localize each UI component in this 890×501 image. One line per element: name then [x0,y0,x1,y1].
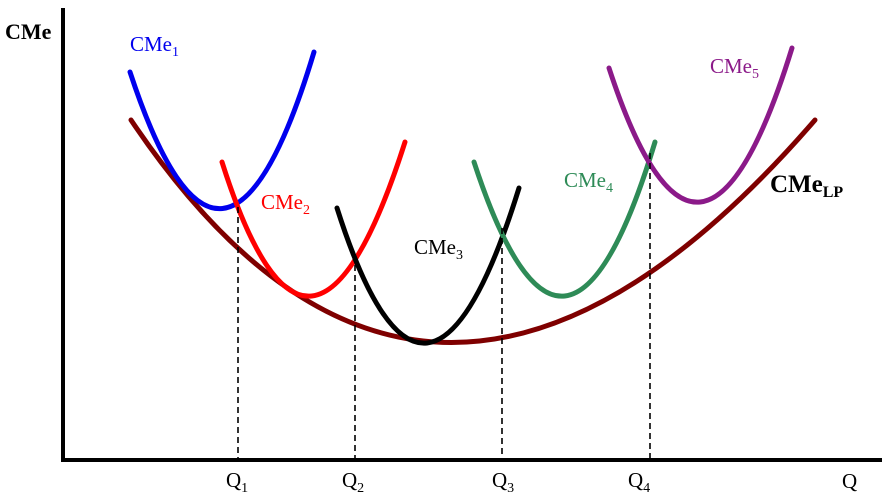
q3-label-base: Q [492,468,507,492]
q3-label-sub: 3 [507,481,514,496]
cme3-curve [334,185,522,346]
q2-label: Q2 [342,468,364,496]
cme1-curve [127,49,317,211]
cme5-label-sub: 5 [752,67,759,82]
cme-lp-label: CMeLP [770,171,843,201]
q1-label-base: Q [226,468,241,492]
q3-label: Q3 [492,468,514,496]
cme5-label-base: CMe [710,54,752,78]
cme5-curve [606,45,795,205]
cme4-label-sub: 4 [606,181,613,196]
cme1-label-sub: 1 [172,45,179,60]
cme-lp-curve [128,117,818,345]
cme3-label: CMe3 [414,235,463,263]
cme1-label-base: CMe [130,32,172,56]
cme3-label-base: CMe [414,235,456,259]
cme5-label: CMe5 [710,54,759,82]
cme2-curve [219,139,408,299]
cme4-label-base: CMe [564,168,606,192]
cme4-label: CMe4 [564,168,613,196]
q4-label-base: Q [628,468,643,492]
x-axis-title: Q [842,469,857,493]
cme-lp-label-base: CMe [770,171,823,198]
q4-label-sub: 4 [643,481,650,496]
cme1-label: CMe1 [130,32,179,60]
cme2-label-base: CMe [261,190,303,214]
q1-label-sub: 1 [241,481,248,496]
cme2-label-sub: 2 [303,203,310,218]
cme2-label: CMe2 [261,190,310,218]
q1-label: Q1 [226,468,248,496]
q4-label: Q4 [628,468,650,496]
cme4-curve [471,139,658,299]
y-axis-title: CMe [5,19,52,44]
q2-label-sub: 2 [357,481,364,496]
q2-label-base: Q [342,468,357,492]
cme3-label-sub: 3 [456,248,463,263]
cme-lp-label-sub: LP [823,184,844,201]
